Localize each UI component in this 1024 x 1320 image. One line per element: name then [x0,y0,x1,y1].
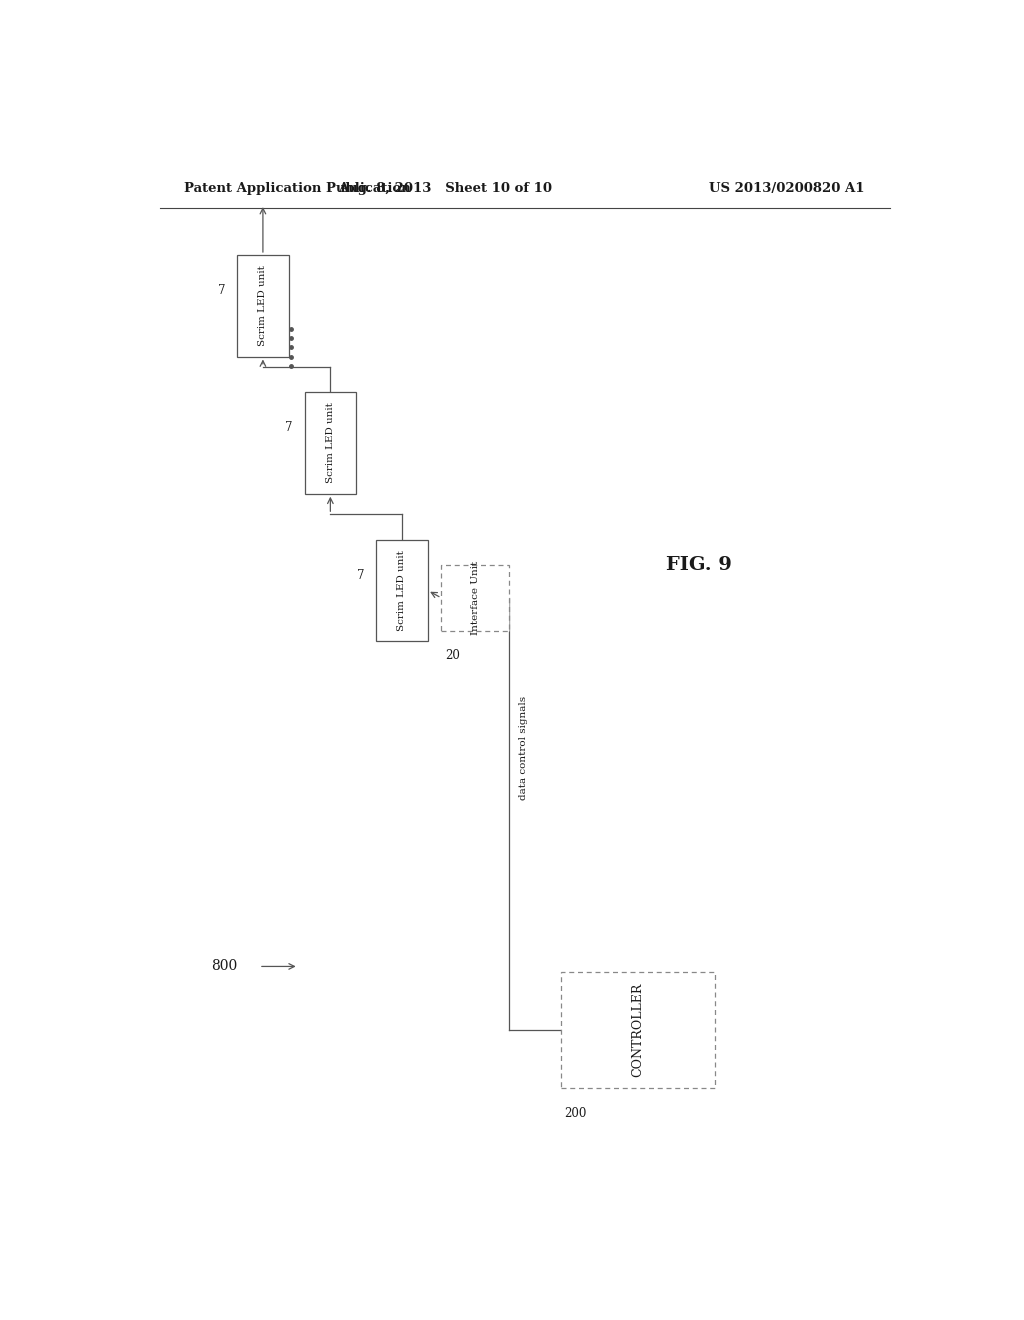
Bar [376,540,428,642]
Text: 800: 800 [211,960,238,973]
Bar [441,565,509,631]
Bar [560,972,715,1089]
Text: Scrim LED unit: Scrim LED unit [326,403,335,483]
Text: 7: 7 [218,284,225,297]
Text: Aug. 8, 2013   Sheet 10 of 10: Aug. 8, 2013 Sheet 10 of 10 [339,182,552,195]
Text: Patent Application Publication: Patent Application Publication [183,182,411,195]
Text: 20: 20 [445,649,461,663]
Bar [304,392,356,494]
Text: US 2013/0200820 A1: US 2013/0200820 A1 [709,182,864,195]
Text: 7: 7 [356,569,365,582]
Text: 7: 7 [285,421,293,434]
Text: data control signals: data control signals [519,696,527,800]
Text: Scrim LED unit: Scrim LED unit [397,550,407,631]
Text: 200: 200 [564,1106,587,1119]
Text: FIG. 9: FIG. 9 [667,556,732,574]
Text: Interface Unit: Interface Unit [471,561,479,635]
Text: CONTROLLER: CONTROLLER [632,983,644,1077]
Bar [238,255,289,356]
Text: Scrim LED unit: Scrim LED unit [258,265,267,346]
